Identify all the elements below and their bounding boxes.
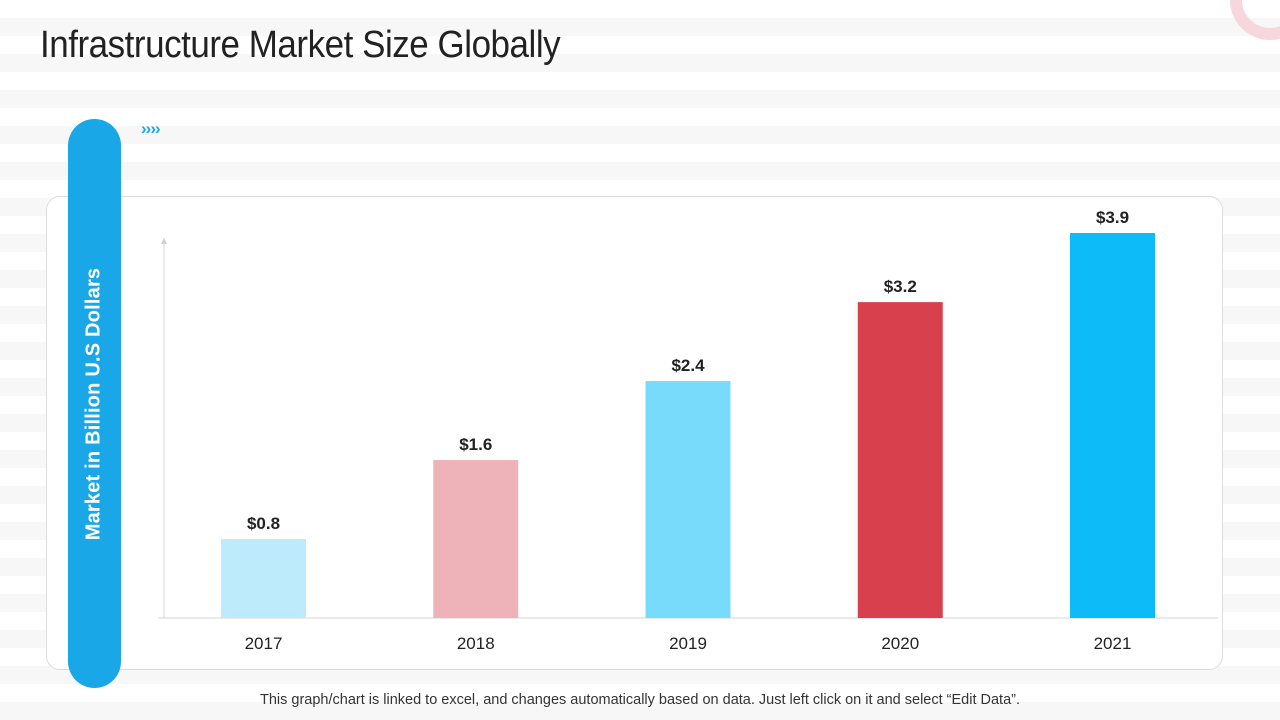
data-label-2017: $0.8 bbox=[247, 514, 280, 533]
footnote: This graph/chart is linked to excel, and… bbox=[259, 692, 1021, 708]
bar-2021[interactable] bbox=[1070, 233, 1155, 618]
y-axis-arrow bbox=[161, 238, 167, 244]
x-tick-label-2020: 2020 bbox=[881, 634, 919, 653]
data-label-2021: $3.9 bbox=[1096, 208, 1129, 227]
x-tick-label-2017: 2017 bbox=[245, 634, 283, 653]
page-title: Infrastructure Market Size Globally bbox=[40, 24, 561, 66]
data-label-2018: $1.6 bbox=[459, 435, 492, 454]
x-tick-label-2021: 2021 bbox=[1094, 634, 1132, 653]
x-tick-label-2018: 2018 bbox=[457, 634, 495, 653]
x-tick-label-2019: 2019 bbox=[669, 634, 707, 653]
data-label-2020: $3.2 bbox=[884, 277, 917, 296]
bar-2017[interactable] bbox=[221, 539, 306, 618]
data-label-2019: $2.4 bbox=[671, 356, 705, 375]
bar-2018[interactable] bbox=[433, 460, 519, 618]
axis-label-pill bbox=[68, 119, 121, 688]
bar-2020[interactable] bbox=[857, 302, 943, 618]
bar-2019[interactable] bbox=[645, 381, 731, 618]
chevron-right-icon: ›››› bbox=[141, 119, 161, 138]
